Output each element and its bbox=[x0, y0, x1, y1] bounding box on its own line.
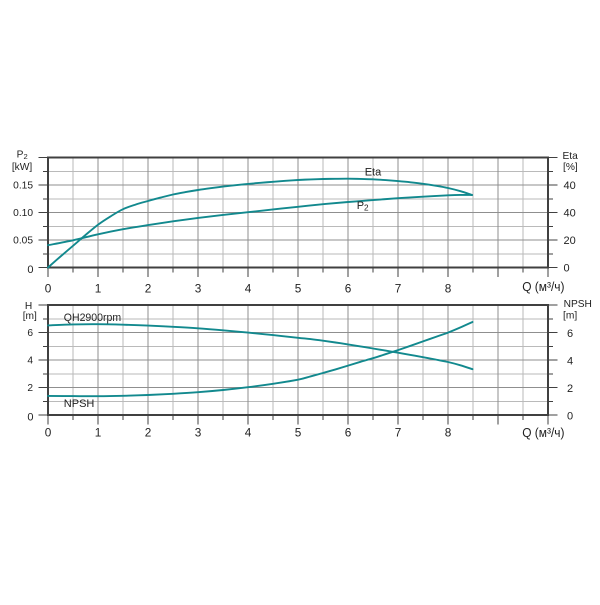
svg-text:7: 7 bbox=[395, 281, 402, 295]
svg-text:2: 2 bbox=[145, 425, 152, 439]
svg-text:H: H bbox=[25, 301, 32, 312]
svg-text:0: 0 bbox=[45, 425, 52, 439]
svg-text:NPSH: NPSH bbox=[564, 299, 592, 310]
svg-text:NPSH: NPSH bbox=[64, 398, 95, 410]
svg-text:4: 4 bbox=[245, 281, 252, 295]
svg-text:6: 6 bbox=[345, 425, 352, 439]
svg-text:6: 6 bbox=[567, 328, 573, 340]
svg-text:1: 1 bbox=[95, 281, 102, 295]
svg-text:4: 4 bbox=[567, 356, 573, 368]
svg-text:[m]: [m] bbox=[563, 311, 577, 322]
svg-text:P2: P2 bbox=[17, 150, 28, 162]
svg-text:0.10: 0.10 bbox=[13, 208, 33, 219]
svg-text:40: 40 bbox=[564, 180, 576, 192]
svg-text:40: 40 bbox=[564, 207, 576, 219]
svg-text:2: 2 bbox=[27, 383, 33, 394]
svg-text:[kW]: [kW] bbox=[12, 162, 33, 173]
svg-text:Eta: Eta bbox=[563, 151, 579, 162]
svg-text:7: 7 bbox=[395, 425, 402, 439]
svg-text:6: 6 bbox=[345, 281, 352, 295]
svg-text:0: 0 bbox=[27, 264, 33, 276]
svg-text:6: 6 bbox=[27, 328, 33, 339]
svg-text:0: 0 bbox=[564, 262, 570, 274]
svg-text:2: 2 bbox=[145, 281, 152, 295]
svg-text:20: 20 bbox=[564, 235, 576, 247]
svg-text:8: 8 bbox=[445, 281, 452, 295]
svg-text:8: 8 bbox=[445, 425, 452, 439]
svg-text:4: 4 bbox=[245, 425, 252, 439]
svg-text:0.05: 0.05 bbox=[13, 236, 33, 247]
svg-text:QH2900rpm: QH2900rpm bbox=[64, 312, 121, 324]
svg-text:0: 0 bbox=[567, 411, 573, 423]
svg-text:3: 3 bbox=[195, 281, 202, 295]
svg-text:1: 1 bbox=[95, 425, 102, 439]
svg-text:0.15: 0.15 bbox=[13, 181, 33, 192]
svg-text:Q (м³/ч): Q (м³/ч) bbox=[522, 280, 564, 294]
svg-text:5: 5 bbox=[295, 281, 302, 295]
svg-text:0: 0 bbox=[27, 411, 33, 423]
svg-text:0: 0 bbox=[45, 281, 52, 295]
svg-text:Q (м³/ч): Q (м³/ч) bbox=[522, 426, 564, 440]
svg-text:P2: P2 bbox=[357, 200, 369, 213]
svg-text:5: 5 bbox=[295, 425, 302, 439]
svg-text:[%]: [%] bbox=[563, 162, 578, 173]
svg-text:2: 2 bbox=[567, 383, 573, 395]
svg-text:3: 3 bbox=[195, 425, 202, 439]
svg-text:Eta: Eta bbox=[365, 166, 382, 178]
svg-text:[m]: [m] bbox=[23, 311, 37, 322]
svg-text:4: 4 bbox=[27, 356, 33, 367]
